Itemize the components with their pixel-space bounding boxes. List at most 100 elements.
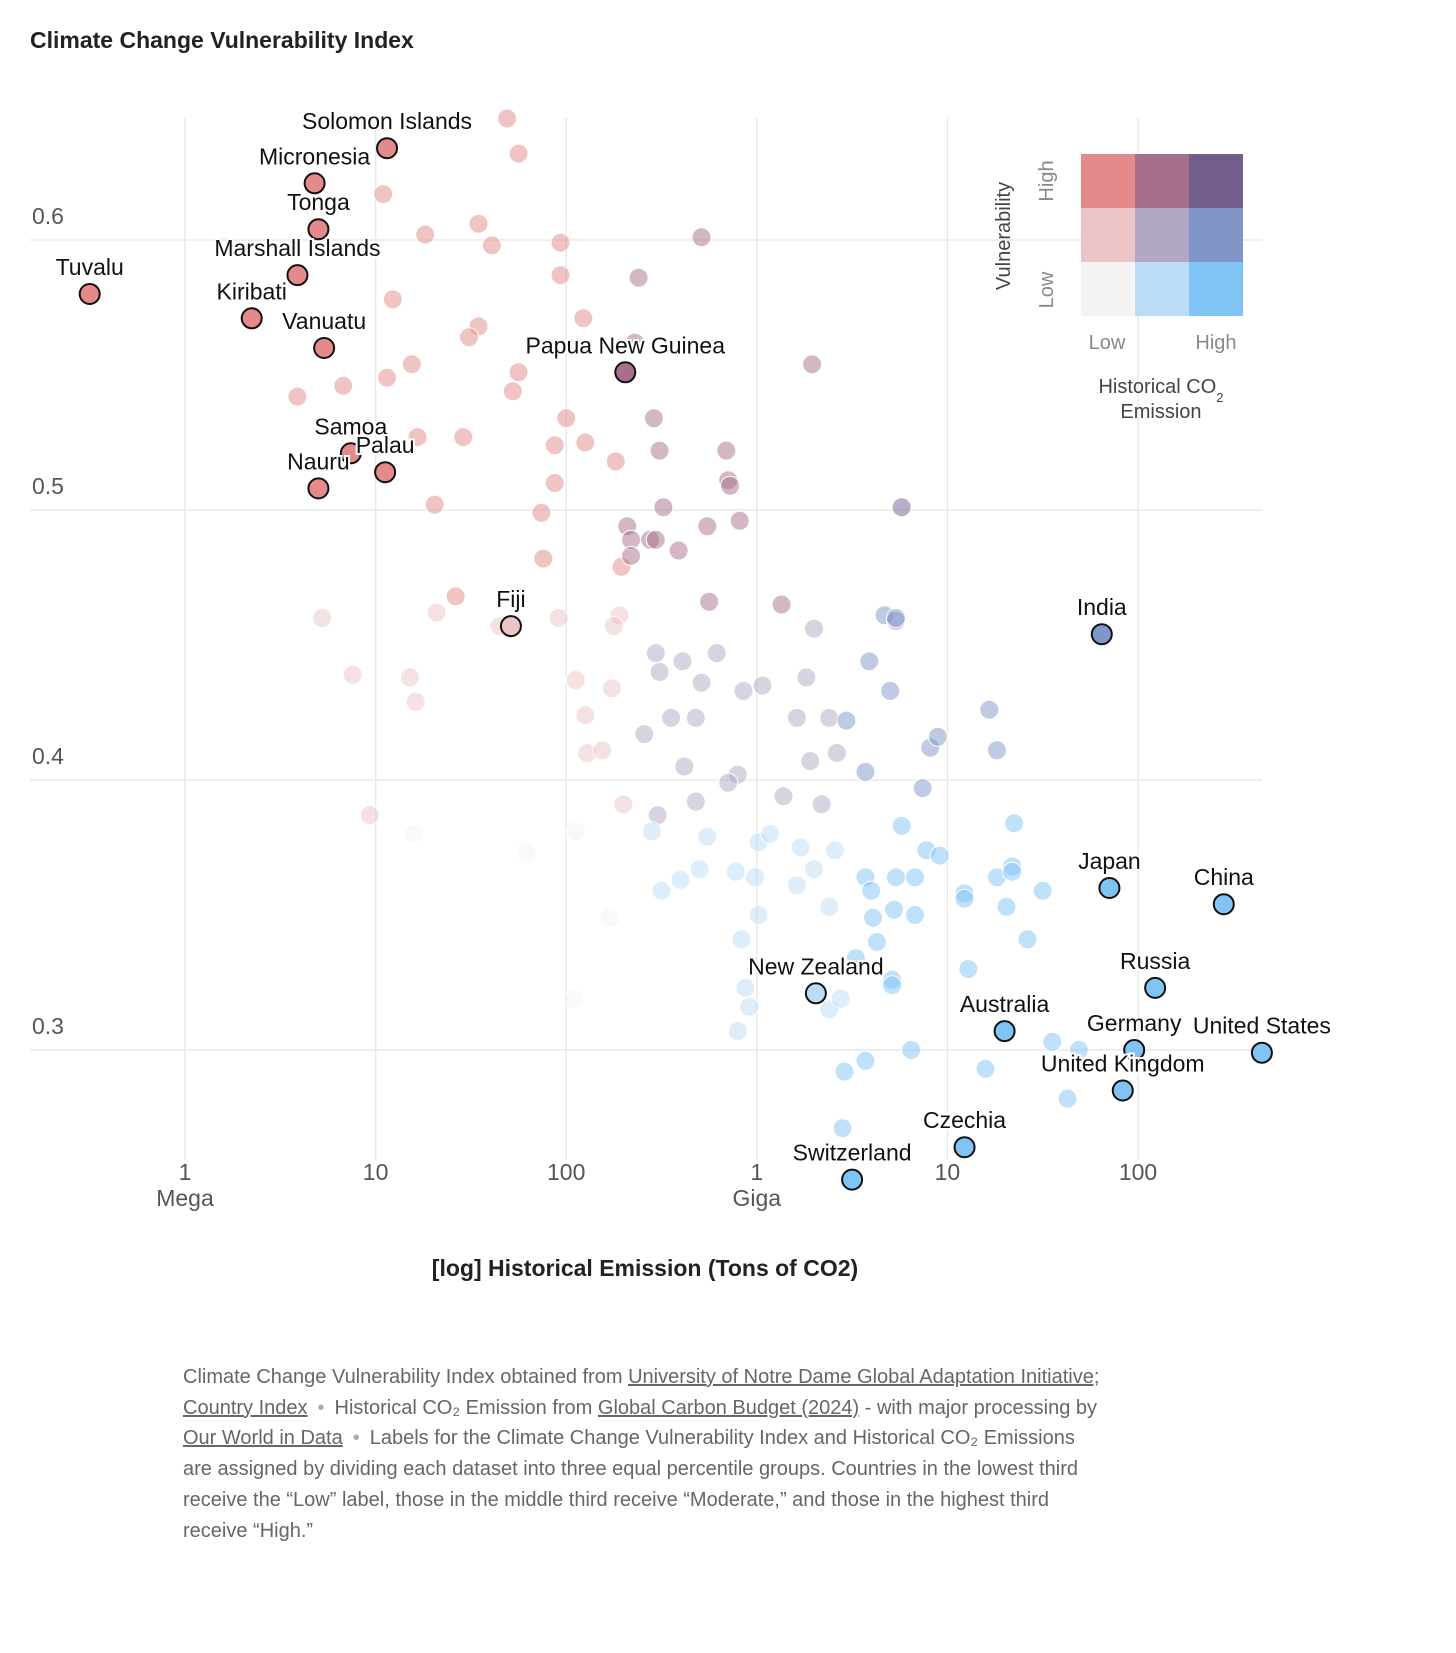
data-point	[790, 837, 811, 858]
x-tick-label: 1	[750, 1159, 763, 1185]
data-point	[904, 905, 925, 925]
data-point	[415, 224, 436, 245]
data-point	[718, 772, 739, 793]
data-point	[834, 1061, 855, 1082]
scatter-chart: Climate Change Vulnerability Index 0.60.…	[30, 27, 1333, 1281]
y-tick-label: 0.4	[32, 743, 64, 769]
x-axis-title: [log] Historical Emission (Tons of CO2)	[432, 1255, 858, 1281]
source-text-3: - with major processing by	[859, 1396, 1098, 1419]
point-label: Samoa	[314, 413, 387, 439]
x-tick-label: 10	[363, 1159, 389, 1185]
data-point	[641, 821, 662, 842]
data-point-united-kingdom	[1111, 1079, 1134, 1102]
data-point	[975, 1058, 996, 1079]
point-label: Australia	[960, 991, 1050, 1017]
point-label: Micronesia	[259, 143, 370, 169]
data-point	[861, 880, 882, 901]
data-point	[565, 670, 586, 691]
data-point-australia	[993, 1020, 1016, 1043]
separator-dot: •	[317, 1396, 325, 1419]
data-point	[954, 888, 975, 909]
data-point	[912, 778, 933, 799]
data-point	[884, 899, 905, 920]
point-label: Tonga	[287, 189, 350, 215]
data-point	[855, 1050, 876, 1071]
data-point	[312, 608, 333, 628]
data-point	[653, 497, 674, 518]
data-point-new-zealand	[804, 982, 827, 1005]
data-point-vanuatu	[313, 337, 336, 359]
point-label: Tuvalu	[56, 254, 124, 280]
data-point	[699, 591, 720, 612]
x-tick-unit-label: Giga	[733, 1185, 782, 1211]
data-point	[697, 516, 718, 537]
notre-dame-link[interactable]: University of Notre Dame Global Adaptati…	[183, 1366, 1100, 1419]
legend-cell-LM	[1135, 262, 1189, 316]
data-point	[1057, 1088, 1078, 1109]
background-points	[287, 108, 1089, 1139]
data-point	[613, 794, 634, 815]
data-point	[605, 451, 626, 472]
legend-y-high: High	[1036, 160, 1058, 201]
data-point-fiji	[499, 615, 522, 638]
point-label: United Kingdom	[1041, 1051, 1205, 1077]
data-point	[508, 143, 529, 164]
data-point	[533, 548, 554, 569]
data-point	[979, 699, 1000, 720]
legend-x-title: Historical CO2	[1098, 376, 1223, 405]
data-point	[592, 740, 613, 761]
source-note: Climate Change Vulnerability Index obtai…	[183, 1362, 1108, 1546]
data-point	[685, 707, 706, 728]
data-point	[621, 545, 642, 566]
our-world-in-data-link[interactable]: Our World in Data	[183, 1427, 343, 1450]
data-point	[575, 705, 596, 726]
data-point	[824, 840, 845, 861]
data-point	[550, 265, 571, 286]
data-point	[531, 502, 552, 523]
x-tick-unit-label: Mega	[156, 1185, 214, 1211]
data-point	[803, 859, 824, 880]
legend-cell-MM	[1135, 208, 1189, 262]
point-label: Vanuatu	[282, 308, 366, 334]
data-point	[697, 826, 718, 847]
data-point	[645, 643, 666, 664]
data-point	[885, 867, 906, 888]
data-point	[866, 932, 887, 952]
data-point	[735, 977, 756, 998]
point-label: Czechia	[923, 1107, 1006, 1133]
data-point	[563, 988, 584, 1009]
data-point	[649, 440, 670, 461]
point-label: United States	[1193, 1013, 1331, 1039]
data-point	[803, 618, 824, 639]
data-point	[445, 586, 466, 607]
legend-cell-HH	[1189, 154, 1243, 208]
data-point	[830, 988, 851, 1009]
data-point	[573, 308, 594, 329]
source-text-4: Labels for the Climate Change Vulnerabil…	[183, 1427, 1078, 1542]
data-point-palau	[374, 461, 397, 484]
data-point	[401, 354, 422, 375]
data-point	[645, 529, 666, 550]
data-point	[424, 494, 445, 515]
data-point	[1002, 861, 1023, 882]
data-point	[760, 824, 781, 844]
source-text-1: Climate Change Vulnerability Index obtai…	[183, 1366, 629, 1388]
data-point-micronesia	[303, 172, 326, 195]
data-point	[786, 875, 807, 896]
data-point	[904, 867, 925, 888]
x-tick-label: 100	[1119, 1159, 1157, 1185]
legend-cell-ML	[1081, 208, 1135, 262]
data-point	[601, 678, 622, 699]
data-point	[544, 435, 565, 456]
point-label: Kiribati	[217, 278, 287, 304]
data-point	[845, 948, 866, 969]
data-point	[819, 896, 840, 917]
data-point	[691, 227, 712, 248]
data-point-czechia	[953, 1136, 976, 1159]
data-point	[377, 367, 398, 388]
data-point-marshall-islands	[286, 264, 309, 287]
point-label: Palau	[356, 432, 415, 458]
separator-dot: •	[352, 1427, 360, 1450]
y-axis-ticks: 0.6 0.5 0.4 0.3	[32, 203, 64, 1039]
global-carbon-budget-link[interactable]: Global Carbon Budget (2024)	[597, 1396, 860, 1419]
